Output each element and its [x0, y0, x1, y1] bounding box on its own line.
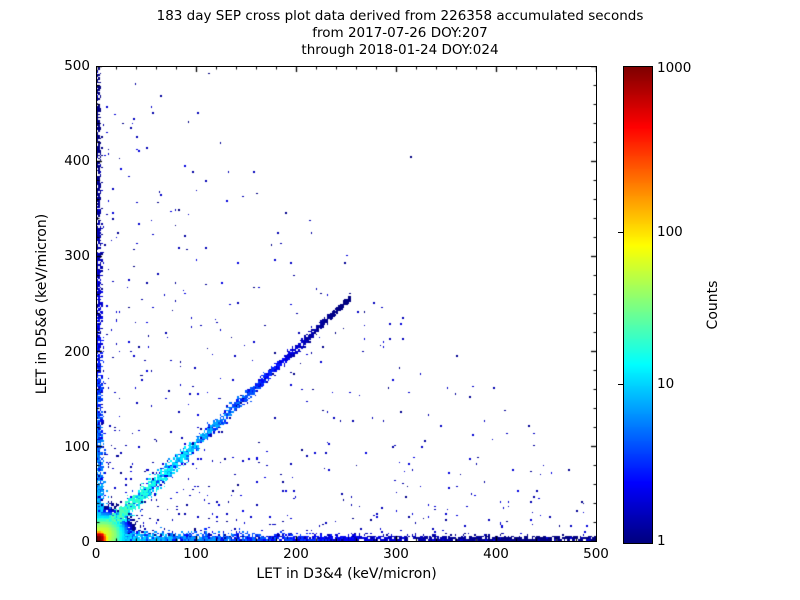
colorbar-gradient — [624, 67, 652, 543]
colorbar-frame — [623, 66, 653, 544]
y-tick-label-500: 500 — [64, 58, 90, 74]
chart-title-line-3: through 2018-01-24 DOY:024 — [301, 42, 499, 58]
x-tick-label-400: 400 — [483, 546, 509, 562]
colorbar-tick-mark-100 — [618, 232, 623, 234]
x-axis-title: LET in D3&4 (keV/micron) — [256, 566, 437, 582]
chart-title-line-2: from 2017-07-26 DOY:207 — [312, 25, 488, 41]
colorbar-tick-label-1000: 1000 — [657, 60, 692, 76]
colorbar-tick-label-100: 100 — [657, 224, 683, 240]
x-tick-label-500: 500 — [583, 546, 609, 562]
x-tick-label-300: 300 — [383, 546, 409, 562]
x-tick-label-100: 100 — [183, 546, 209, 562]
y-tick-label-100: 100 — [64, 439, 90, 455]
colorbar-axis-title: Counts — [705, 280, 721, 330]
y-tick-label-0: 0 — [81, 534, 90, 550]
chart-title: 183 day SEP cross plot data derived from… — [0, 8, 800, 59]
scatter-density-plot — [97, 67, 596, 541]
y-tick-label-400: 400 — [64, 153, 90, 169]
colorbar-tick-label-10: 10 — [657, 376, 675, 392]
y-tick-label-300: 300 — [64, 248, 90, 264]
y-tick-label-200: 200 — [64, 344, 90, 360]
x-tick-label-200: 200 — [283, 546, 309, 562]
chart-title-line-1: 183 day SEP cross plot data derived from… — [156, 8, 644, 24]
x-tick-label-0: 0 — [91, 546, 101, 562]
colorbar-tick-mark-10 — [618, 384, 623, 386]
y-axis-title: LET in D5&6 (keV/micron) — [34, 213, 50, 395]
colorbar-tick-label-1: 1 — [657, 533, 666, 549]
